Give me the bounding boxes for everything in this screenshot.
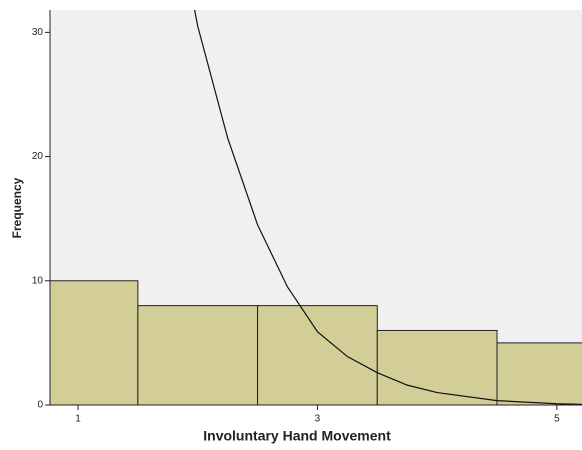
- x-tick-label: 1: [75, 414, 81, 425]
- y-tick-label: 20: [32, 151, 44, 162]
- x-tick-label: 5: [554, 414, 560, 425]
- plot-area: [50, 10, 582, 405]
- bar: [137, 305, 259, 405]
- y-axis-title: Frequency: [10, 177, 24, 238]
- bar: [257, 305, 378, 405]
- y-tick-label: 30: [32, 27, 44, 38]
- x-axis-title: Involuntary Hand Movement: [203, 428, 391, 444]
- bar: [50, 280, 139, 405]
- y-tick-label: 0: [37, 400, 43, 411]
- y-tick-label: 10: [32, 275, 44, 286]
- normal-curve: [193, 10, 582, 405]
- bar: [496, 342, 582, 405]
- bar: [376, 329, 498, 405]
- x-tick-label: 3: [315, 414, 321, 425]
